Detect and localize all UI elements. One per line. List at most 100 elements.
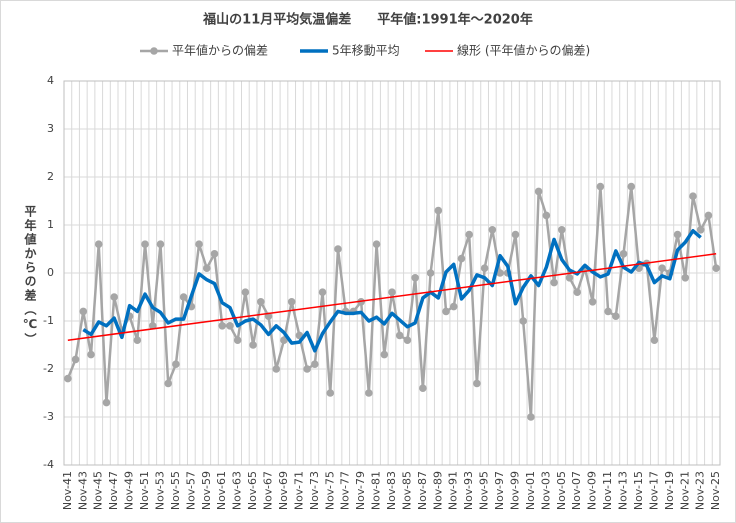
- point: [712, 264, 720, 273]
- point: [395, 331, 404, 340]
- x-tick-label: Nov-03: [539, 471, 552, 510]
- point: [473, 379, 481, 388]
- x-tick-label: Nov-75: [323, 471, 336, 510]
- point: [233, 336, 242, 345]
- x-tick-label: Nov-95: [478, 471, 491, 510]
- point: [542, 211, 551, 220]
- point: [689, 192, 697, 200]
- point: [588, 298, 597, 306]
- point: [303, 365, 311, 373]
- point: [287, 298, 296, 306]
- y-tick-label: -4: [43, 458, 54, 471]
- x-tick-label: Nov-83: [385, 471, 398, 510]
- point: [87, 350, 95, 359]
- point: [164, 379, 172, 388]
- chart-title: 福山の11月平均気温偏差 平年値:1991年～2020年: [202, 12, 533, 28]
- point: [511, 230, 520, 239]
- point: [519, 317, 527, 325]
- point: [79, 307, 88, 316]
- x-tick-label: Nov-77: [339, 471, 352, 510]
- point: [372, 240, 381, 248]
- x-tick-label: Nov-25: [709, 471, 722, 510]
- x-tick-label: Nov-13: [617, 471, 630, 510]
- x-tick-label: Nov-57: [184, 471, 197, 510]
- point: [650, 336, 659, 345]
- point: [604, 307, 612, 316]
- point: [334, 245, 342, 253]
- point: [156, 240, 165, 248]
- x-tick-label: Nov-21: [678, 471, 691, 510]
- trend-line: [67, 253, 717, 341]
- point: [696, 226, 705, 234]
- x-tick-label: Nov-91: [447, 471, 460, 510]
- point: [94, 240, 103, 248]
- x-tick-label: Nov-17: [647, 471, 660, 510]
- point: [218, 322, 227, 330]
- y-tick-label: 0: [47, 266, 54, 279]
- x-tick-label: Nov-89: [431, 471, 444, 510]
- point: [619, 250, 628, 258]
- y-tick-label: 2: [47, 170, 54, 183]
- x-tick-label: Nov-73: [308, 471, 321, 510]
- y-tick-label: 1: [47, 218, 54, 231]
- x-tick-label: Nov-05: [555, 471, 568, 510]
- x-tick-label: Nov-87: [416, 471, 429, 510]
- x-tick-label: Nov-43: [76, 471, 89, 510]
- x-tick-label: Nov-51: [138, 471, 151, 510]
- point: [565, 274, 574, 282]
- point: [596, 182, 605, 191]
- point: [172, 360, 180, 369]
- point: [388, 288, 396, 297]
- point: [465, 230, 473, 239]
- point: [496, 269, 504, 277]
- y-tick-label: 3: [47, 122, 54, 135]
- point: [318, 288, 327, 297]
- x-tick-label: Nov-61: [215, 471, 228, 510]
- point: [249, 341, 257, 349]
- point: [488, 226, 497, 234]
- point: [658, 264, 666, 273]
- x-tick-label: Nov-97: [493, 471, 506, 510]
- point: [380, 350, 389, 359]
- x-tick-label: Nov-63: [231, 471, 244, 510]
- legend-label: 5年移動平均: [332, 44, 400, 58]
- point: [627, 182, 636, 191]
- point: [365, 389, 373, 397]
- point: [419, 384, 427, 393]
- x-tick-label: Nov-49: [123, 471, 136, 510]
- point: [681, 274, 690, 282]
- x-tick-label: Nov-23: [694, 471, 707, 510]
- x-tick-label: Nov-99: [508, 471, 521, 510]
- point: [434, 206, 443, 215]
- y-axis-label: 平年値からの差（℃）: [23, 205, 37, 347]
- point: [326, 389, 335, 397]
- legend-label: 線形 (平年値からの偏差): [457, 43, 590, 58]
- x-tick-label: Nov-45: [92, 471, 105, 510]
- point: [280, 336, 288, 345]
- y-tick-label: -2: [43, 362, 54, 375]
- legend-label: 平年値からの偏差: [172, 43, 268, 58]
- x-tick-label: Nov-19: [663, 471, 676, 510]
- x-tick-label: Nov-59: [200, 471, 213, 510]
- point: [179, 293, 188, 301]
- point: [71, 355, 80, 364]
- point: [202, 264, 211, 273]
- x-tick-label: Nov-93: [462, 471, 475, 510]
- x-tick-label: Nov-15: [632, 471, 645, 510]
- point: [673, 230, 682, 239]
- point: [550, 278, 558, 287]
- x-tick-label: Nov-53: [153, 471, 166, 510]
- point: [573, 288, 582, 297]
- x-tick-label: Nov-47: [107, 471, 120, 510]
- point: [133, 336, 142, 345]
- point: [241, 288, 250, 297]
- point: [210, 250, 219, 258]
- x-tick-label: Nov-85: [400, 471, 413, 510]
- series-line: [82, 229, 702, 353]
- point: [148, 322, 157, 330]
- y-tick-label: -1: [43, 314, 54, 327]
- x-tick-label: Nov-09: [586, 471, 599, 510]
- point: [272, 365, 281, 373]
